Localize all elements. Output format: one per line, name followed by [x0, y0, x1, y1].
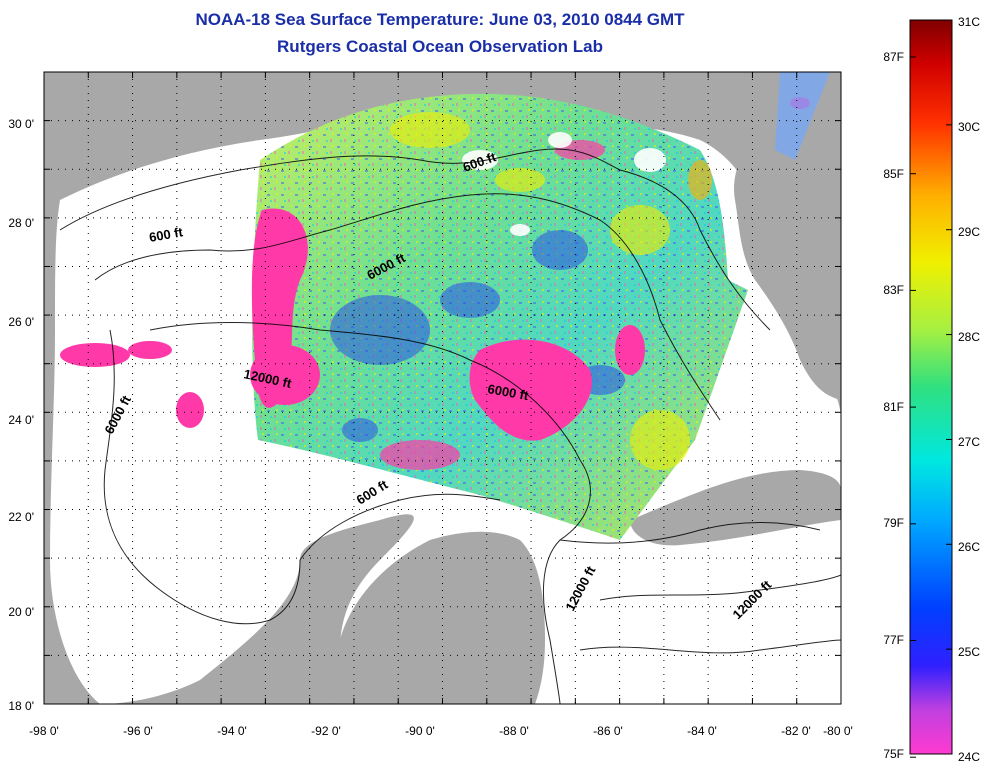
colorbar-f-label: 85F: [883, 167, 904, 181]
lon-label: -92 0': [311, 724, 341, 738]
colorbar-f-label: 77F: [883, 633, 904, 647]
graticule: [44, 72, 841, 704]
lat-label: 18 0': [8, 699, 34, 713]
cloud-gaps: [462, 132, 666, 236]
lon-label: -82 0': [781, 724, 811, 738]
colorbar-c-label: 26C: [958, 540, 980, 554]
lat-label: 26 0': [8, 315, 34, 329]
map-subtitle: Rutgers Coastal Ocean Observation Lab: [277, 37, 603, 56]
colorbar-c-label: 31C: [958, 15, 980, 29]
colorbar-f-label: 79F: [883, 516, 904, 530]
sst-magenta-regions: [60, 97, 810, 470]
isobath-label: 600 ft: [148, 224, 185, 245]
lon-label: -96 0': [123, 724, 153, 738]
colorbar-c-label: 25C: [958, 645, 980, 659]
colorbar-f-label: 87F: [883, 50, 904, 64]
sst-florida-strip: [775, 72, 830, 160]
lat-label: 20 0': [8, 605, 34, 619]
colorbar-ticks: [910, 19, 952, 758]
lat-label: 24 0': [8, 413, 34, 427]
lon-label: -88 0': [499, 724, 529, 738]
colorbar-c-label: 29C: [958, 225, 980, 239]
lon-label: -94 0': [217, 724, 247, 738]
map-title: NOAA-18 Sea Surface Temperature: June 03…: [195, 10, 685, 29]
colorbar-f-label: 83F: [883, 283, 904, 297]
colorbar-c-label: 24C: [958, 750, 980, 764]
lon-label: -98 0': [29, 724, 59, 738]
isobath-contours: [59, 148, 841, 704]
lon-label: -84 0': [687, 724, 717, 738]
colorbar-c-label: 27C: [958, 435, 980, 449]
lon-label: -90 0': [405, 724, 435, 738]
colorbar-f-label: 81F: [883, 400, 904, 414]
colorbar-f-label: 75F: [883, 747, 904, 761]
colorbar-c-label: 28C: [958, 330, 980, 344]
yucatan-land: [330, 531, 545, 704]
colorbar-c-label: 30C: [958, 120, 980, 134]
isobath-label: 6000 ft: [486, 381, 530, 403]
lon-label: -86 0': [593, 724, 623, 738]
lat-label: 28 0': [8, 216, 34, 230]
axis-ticks: [43, 71, 842, 705]
lat-label: 30 0': [8, 117, 34, 131]
lon-label: -80 0': [823, 724, 853, 738]
colorbar: [909, 19, 953, 755]
lat-label: 22 0': [8, 510, 34, 524]
florida-land: [734, 72, 841, 400]
cuba-land: [630, 470, 841, 546]
